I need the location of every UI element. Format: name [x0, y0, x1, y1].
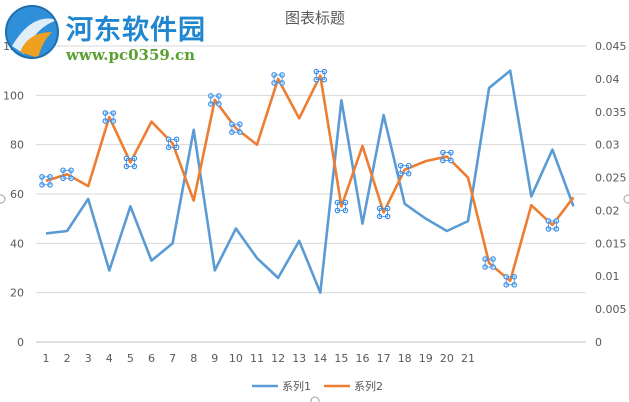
legend-entry[interactable]: 系列1	[252, 379, 311, 393]
left-axis-tick-label: 60	[10, 188, 24, 201]
x-axis-tick-label: 11	[250, 352, 264, 365]
right-axis-tick-label: 0	[595, 336, 602, 349]
selection-markers	[39, 68, 560, 288]
data-point-selection-marker[interactable]	[376, 205, 391, 220]
left-axis-ticks: 020406080100120	[3, 40, 24, 349]
x-axis-tick-label: 20	[440, 352, 454, 365]
right-axis-tick-label: 0.045	[595, 40, 627, 53]
x-axis-tick-label: 7	[169, 352, 176, 365]
x-axis-tick-label: 15	[334, 352, 348, 365]
data-point-selection-marker[interactable]	[102, 110, 117, 124]
right-axis-tick-label: 0.005	[595, 303, 627, 316]
x-axis-tick-label: 19	[419, 352, 433, 365]
x-axis-tick-label: 16	[356, 352, 370, 365]
data-point-selection-marker[interactable]	[545, 218, 560, 232]
x-axis-tick-label: 13	[292, 352, 306, 365]
x-axis-tick-label: 3	[85, 352, 92, 365]
x-axis-tick-label: 9	[211, 352, 218, 365]
data-point-selection-marker[interactable]	[482, 256, 496, 270]
x-axis-tick-label: 1	[43, 352, 50, 365]
data-point-selection-marker[interactable]	[271, 72, 285, 86]
resize-handle-right[interactable]	[623, 194, 629, 204]
data-point-selection-marker[interactable]	[60, 167, 74, 182]
x-axis-tick-label: 8	[190, 352, 197, 365]
data-point-selection-marker[interactable]	[397, 162, 412, 177]
data-point-selection-marker[interactable]	[440, 149, 454, 164]
right-axis-tick-label: 0.04	[595, 73, 620, 86]
left-axis-tick-label: 100	[3, 89, 24, 102]
x-axis-ticks: 1 2 3 4 5 6 7 8 9 10 11 12 13 14 15 16 17 18 19 20 21	[43, 352, 476, 365]
right-axis-tick-label: 0.01	[595, 270, 620, 283]
x-axis-tick-label: 14	[313, 352, 327, 365]
right-axis-tick-label: 0.02	[595, 204, 620, 217]
legend-label: 系列2	[354, 379, 383, 393]
right-axis-tick-label: 0.015	[595, 237, 627, 250]
data-point-selection-marker[interactable]	[123, 155, 138, 170]
watermark-url: www.pc0359.cn	[66, 46, 196, 64]
data-point-selection-marker[interactable]	[313, 68, 328, 83]
x-axis-tick-label: 17	[377, 352, 391, 365]
resize-handle-left[interactable]	[0, 194, 6, 204]
x-axis-tick-label: 18	[398, 352, 412, 365]
data-point-selection-marker[interactable]	[229, 121, 243, 136]
x-axis-tick-label: 6	[148, 352, 155, 365]
data-point-selection-marker[interactable]	[503, 274, 518, 288]
right-axis-tick-label: 0.025	[595, 172, 627, 185]
data-point-selection-marker[interactable]	[334, 199, 349, 214]
x-axis-tick-label: 5	[127, 352, 134, 365]
x-axis-tick-label: 21	[461, 352, 475, 365]
right-axis-tick-label: 0.035	[595, 106, 627, 119]
left-axis-tick-label: 80	[10, 139, 24, 152]
legend[interactable]: 系列1 系列2	[252, 379, 383, 393]
right-axis-tick-label: 0.03	[595, 139, 620, 152]
right-axis-ticks: 0 0.005 0.01 0.015 0.02 0.025 0.03 0.035 0.04 0.0…	[595, 40, 627, 349]
legend-label: 系列1	[282, 379, 311, 393]
watermark-logo-icon	[5, 5, 59, 59]
x-axis-tick-label: 12	[271, 352, 285, 365]
left-axis-tick-label: 40	[10, 237, 24, 250]
x-axis-tick-label: 4	[106, 352, 113, 365]
data-point-selection-marker[interactable]	[39, 174, 53, 188]
series-line[interactable]	[45, 74, 575, 283]
data-point-selection-marker[interactable]	[165, 136, 180, 151]
watermark-site-name: 河东软件园	[66, 15, 206, 46]
left-axis-tick-label: 0	[17, 336, 24, 349]
chart-title[interactable]: 图表标题	[285, 9, 345, 27]
legend-entry[interactable]: 系列2	[324, 379, 383, 393]
series-line[interactable]	[45, 69, 575, 294]
x-axis-tick-label: 2	[64, 352, 71, 365]
series-lines	[45, 69, 575, 294]
watermark: 河东软件园 www.pc0359.cn	[0, 0, 215, 70]
left-axis-tick-label: 20	[10, 287, 24, 300]
resize-handle-bottom[interactable]	[310, 396, 320, 402]
x-axis-tick-label: 10	[229, 352, 243, 365]
data-point-selection-marker[interactable]	[208, 93, 222, 107]
gridlines	[36, 45, 586, 343]
